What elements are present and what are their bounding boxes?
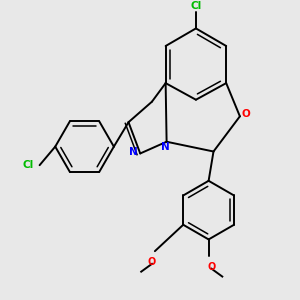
Text: O: O (207, 262, 216, 272)
Text: O: O (242, 110, 250, 119)
Text: Cl: Cl (190, 1, 202, 11)
Text: N: N (161, 142, 170, 152)
Text: O: O (148, 257, 156, 267)
Text: Cl: Cl (22, 160, 34, 170)
Text: N: N (129, 146, 138, 157)
